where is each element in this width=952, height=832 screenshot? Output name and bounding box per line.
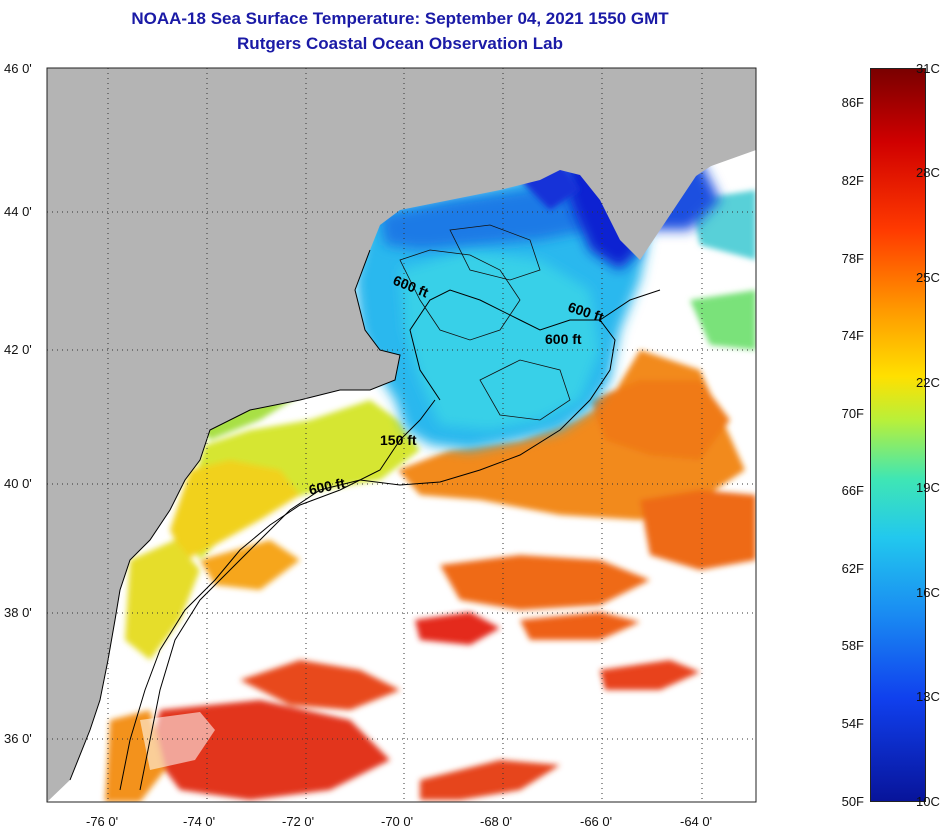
celsius-label: 25C xyxy=(916,270,940,285)
lat-label: 40 0' xyxy=(4,476,32,491)
cloud-patch xyxy=(140,712,215,770)
lat-label: 46 0' xyxy=(4,61,32,76)
fahrenheit-label: 86F xyxy=(841,95,864,110)
lon-label: -64 0' xyxy=(680,814,712,829)
lon-label: -74 0' xyxy=(183,814,215,829)
chart-title: NOAA-18 Sea Surface Temperature: Septemb… xyxy=(131,9,669,28)
lat-label: 38 0' xyxy=(4,605,32,620)
nova-scotia xyxy=(612,105,756,225)
lat-label: 42 0' xyxy=(4,342,32,357)
celsius-label: 28C xyxy=(916,165,940,180)
contour-label: 600 ft xyxy=(545,331,582,347)
fahrenheit-label: 58F xyxy=(841,638,864,653)
lon-label: -68 0' xyxy=(480,814,512,829)
celsius-label: 22C xyxy=(916,375,940,390)
gulf-contours xyxy=(399,224,571,421)
lon-label: -70 0' xyxy=(381,814,413,829)
chart-subtitle: Rutgers Coastal Ocean Observation Lab xyxy=(237,34,563,53)
lon-label: -76 0' xyxy=(86,814,118,829)
map-frame xyxy=(46,67,757,803)
contour-label: 600 ft xyxy=(307,475,346,498)
fahrenheit-label: 70F xyxy=(841,406,864,421)
fahrenheit-label: 82F xyxy=(841,173,864,188)
lat-label: 44 0' xyxy=(4,204,32,219)
celsius-label: 10C xyxy=(916,794,940,809)
celsius-label: 31C xyxy=(916,61,940,76)
lon-label: -72 0' xyxy=(282,814,314,829)
contour-label: 150 ft xyxy=(380,432,417,448)
temperature-colorbar xyxy=(870,68,926,802)
fahrenheit-label: 54F xyxy=(841,716,864,731)
celsius-label: 19C xyxy=(916,480,940,495)
bathymetry-contours xyxy=(119,289,661,791)
fahrenheit-label: 50F xyxy=(841,794,864,809)
celsius-label: 16C xyxy=(916,585,940,600)
fahrenheit-label: 66F xyxy=(841,483,864,498)
fahrenheit-label: 62F xyxy=(841,561,864,576)
fahrenheit-label: 78F xyxy=(841,251,864,266)
lat-label: 36 0' xyxy=(4,731,32,746)
fahrenheit-label: 74F xyxy=(841,328,864,343)
warm-water xyxy=(105,350,756,802)
lon-label: -66 0' xyxy=(580,814,612,829)
celsius-label: 13C xyxy=(916,689,940,704)
coastline xyxy=(69,249,401,781)
graticule xyxy=(47,68,756,802)
